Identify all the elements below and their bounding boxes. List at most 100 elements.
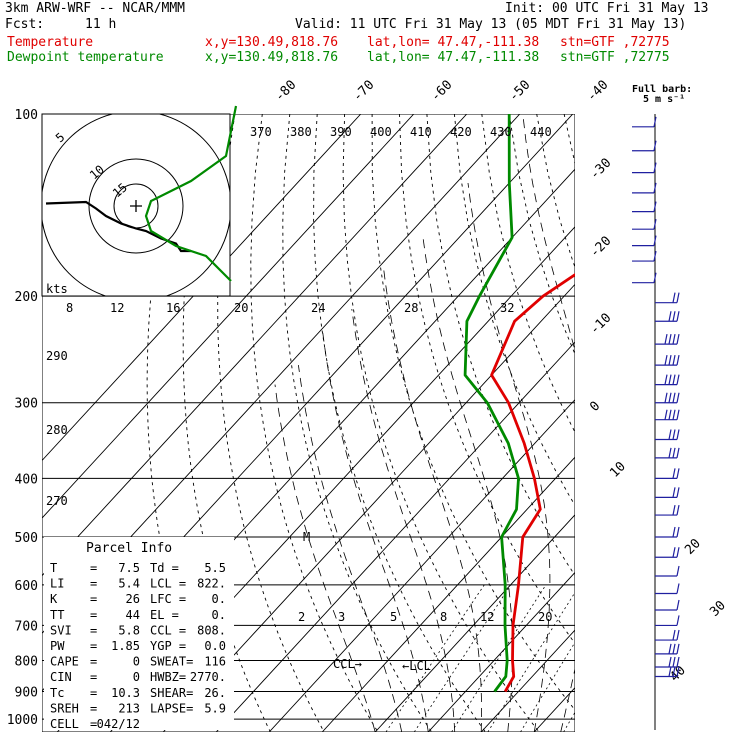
wind-barb-flag [676, 547, 680, 558]
parcel-index-name: PW [50, 639, 65, 653]
wind-barb-flag [672, 643, 676, 654]
moist-adiabat [467, 182, 551, 732]
isotherm [215, 341, 575, 732]
wind-barb [655, 526, 680, 538]
wind-barb-flag [668, 666, 672, 677]
parcel-index-name-2: SHEAR= [150, 686, 193, 700]
mid-axis-label-20: 20 [234, 301, 248, 315]
dry-adiabat [217, 114, 325, 732]
wind-barb-flag [676, 583, 680, 594]
wind-barb-flag [672, 656, 676, 668]
moist-adiabat [298, 365, 403, 732]
wind-barb-flag [672, 487, 676, 498]
wind-barb-flag [653, 162, 657, 173]
mixing-ratio-label-8: 8 [440, 610, 447, 624]
moist-adiabat [322, 332, 429, 732]
wind-barb [655, 374, 680, 386]
mid-axis-label-8: 8 [66, 301, 73, 315]
wind-barb-flag [676, 447, 680, 458]
dry-adiabat [536, 114, 575, 269]
mid-axis-label-28: 28 [404, 301, 418, 315]
isotherm [42, 114, 415, 519]
parcel-index-value: 213 [118, 701, 140, 715]
wind-barb-flag [672, 447, 676, 458]
mixing-ratio-label-12: 12 [480, 610, 494, 624]
theta-e-label-420: 420 [450, 125, 472, 139]
dry-adiabat [619, 114, 740, 732]
isotherm [42, 114, 362, 462]
parcel-index-value: 7.5 [118, 561, 140, 575]
temperature-tick--20: -20 [587, 234, 614, 261]
parcel-index-eq: = [90, 592, 97, 606]
wind-barb [655, 504, 680, 516]
wind-barb-flag [668, 447, 672, 458]
isotherm [374, 514, 575, 732]
parcel-index-value: 0 [133, 655, 140, 669]
parcel-index-eq: = [90, 639, 97, 653]
mixing-ratio-line [520, 641, 575, 732]
pressure-label-1000: 1000 [7, 713, 38, 728]
parcel-index-name: CIN [50, 670, 72, 684]
mixing-ratio-label-3: 3 [338, 610, 345, 624]
moist-adiabat [274, 384, 376, 732]
wind-barb [655, 292, 680, 304]
wind-barb-flag [676, 666, 680, 677]
parcel-index-eq: = [90, 623, 97, 637]
wind-barb-flag [676, 526, 680, 538]
wind-barb [632, 116, 657, 128]
theta-e-label-380: 380 [290, 125, 312, 139]
wind-barb-flag [676, 429, 680, 440]
theta-label-270: 270 [46, 494, 68, 508]
mid-axis-label-32: 32 [500, 301, 514, 315]
parcel-index-value: 0 [133, 670, 140, 684]
wind-barb-flag [653, 272, 657, 283]
model-title: 3km ARW-WRF -- NCAR/MMM [5, 1, 186, 16]
parcel-index-name-2: LFC = [150, 592, 186, 606]
wind-barb-flag [653, 116, 657, 127]
wind-barb-flag [668, 643, 672, 654]
wind-barb-flag [672, 666, 676, 677]
theta-e-label-400: 400 [370, 125, 392, 139]
wind-barb-flag [676, 468, 680, 479]
forecast-hour: 11 h [85, 17, 117, 32]
pressure-label-400: 400 [15, 472, 38, 487]
dry-adiabat [508, 114, 575, 356]
wind-barb-flag [664, 333, 668, 345]
parcel-index-value-2: 5.9 [204, 701, 226, 715]
wind-barb [655, 355, 680, 366]
isotherm [321, 456, 575, 732]
temperature-tick--50: -50 [506, 78, 533, 105]
pressure-label-100: 100 [15, 108, 38, 123]
wind-barb-flag [672, 355, 676, 366]
pressure-label-900: 900 [15, 685, 38, 700]
mixing-ratio-line [413, 584, 512, 732]
parcel-index-value: 26 [126, 592, 140, 606]
parcel-index-value: 5.8 [118, 623, 140, 637]
isotherm [533, 686, 575, 732]
wind-barb-flag [668, 333, 672, 345]
parcel-index-value-2: 26. [204, 686, 226, 700]
wind-barb-flag [668, 311, 672, 322]
parcel-index-name: Tc [50, 686, 64, 700]
wind-barb-flag [676, 487, 680, 498]
wind-barb [632, 219, 657, 230]
wind-barb-flag [676, 656, 680, 668]
theta-e-label-430: 430 [490, 125, 512, 139]
wind-barb [655, 429, 680, 441]
parcel-index-value: 1.85 [111, 639, 140, 653]
parcel-index-eq: = [90, 577, 97, 591]
parcel-index-name-2: CCL = [150, 623, 186, 637]
pressure-label-800: 800 [15, 655, 38, 670]
isotherm [427, 571, 575, 732]
parcel-index-name: T [50, 561, 57, 575]
dry-adiabat [674, 114, 740, 732]
wind-barb-flag [668, 374, 672, 385]
wind-barb-flag [672, 311, 676, 322]
parcel-index-name-2: LCL = [150, 577, 186, 591]
parcel-index-eq: = [90, 670, 97, 684]
wind-barb-flag [668, 392, 672, 403]
parcel-index-value: 5.4 [118, 577, 140, 591]
temperature-tick--10: -10 [587, 311, 614, 338]
